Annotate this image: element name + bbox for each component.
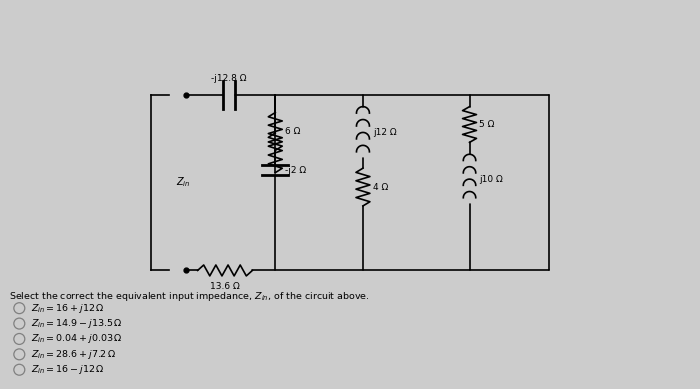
Text: 6 Ω: 6 Ω	[286, 127, 300, 136]
Text: $Z_{in} = 16 - j12\,\Omega$: $Z_{in} = 16 - j12\,\Omega$	[32, 363, 105, 376]
Text: 4 Ω: 4 Ω	[373, 182, 389, 191]
Text: $Z_{in} = 0.04 + j0.03\,\Omega$: $Z_{in} = 0.04 + j0.03\,\Omega$	[32, 333, 123, 345]
Text: $Z_{in} = 28.6 + j7.2\,\Omega$: $Z_{in} = 28.6 + j7.2\,\Omega$	[32, 348, 116, 361]
Text: $Z_{in}$: $Z_{in}$	[176, 176, 191, 189]
Text: j10 Ω: j10 Ω	[480, 175, 503, 184]
Text: $Z_{in} = 14.9 - j13.5\,\Omega$: $Z_{in} = 14.9 - j13.5\,\Omega$	[32, 317, 123, 330]
Text: 13.6 Ω: 13.6 Ω	[210, 282, 240, 291]
Text: -j2 Ω: -j2 Ω	[286, 166, 307, 175]
Text: j12 Ω: j12 Ω	[373, 128, 396, 137]
Text: -j12.8 Ω: -j12.8 Ω	[211, 74, 246, 83]
Text: Select the correct the equivalent input impedance, $Z_{in}$, of the circuit abov: Select the correct the equivalent input …	[9, 290, 370, 303]
Text: $Z_{in} = 16 + j12\,\Omega$: $Z_{in} = 16 + j12\,\Omega$	[32, 302, 105, 315]
Text: 5 Ω: 5 Ω	[480, 120, 495, 129]
